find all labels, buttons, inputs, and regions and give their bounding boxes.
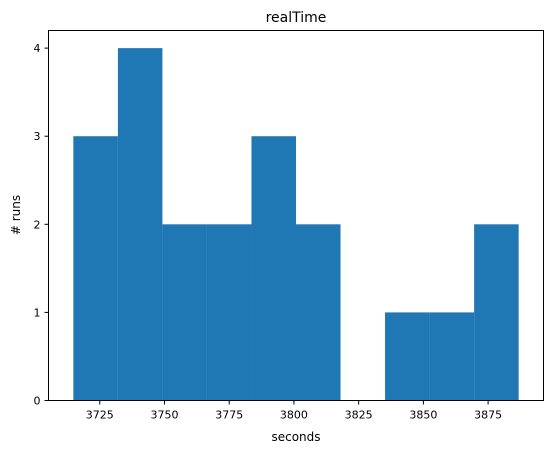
histogram-bar bbox=[251, 136, 296, 401]
x-ticks: 3725 3750 3775 3800 3825 3850 3875 bbox=[86, 400, 502, 422]
x-tick-label: 3750 bbox=[150, 409, 178, 422]
histogram-bar bbox=[117, 48, 163, 401]
histogram-bar bbox=[206, 224, 252, 401]
y-tick-label: 1 bbox=[34, 306, 41, 319]
histogram-bar bbox=[474, 224, 519, 401]
x-axis-label: seconds bbox=[271, 430, 320, 444]
x-tick-label: 3850 bbox=[409, 409, 437, 422]
y-axis-label: # runs bbox=[9, 195, 23, 235]
y-tick-label: 4 bbox=[34, 42, 41, 55]
x-tick-label: 3825 bbox=[345, 409, 373, 422]
x-tick-label: 3725 bbox=[86, 409, 114, 422]
histogram-bar bbox=[162, 224, 207, 401]
chart-title: realTime bbox=[266, 10, 327, 26]
y-tick-label: 3 bbox=[34, 130, 41, 143]
histogram-bar bbox=[296, 224, 341, 401]
histogram-bar bbox=[429, 312, 475, 401]
y-tick-label: 0 bbox=[34, 395, 41, 408]
y-tick-label: 2 bbox=[34, 218, 41, 231]
y-ticks: 0 1 2 3 4 bbox=[34, 42, 49, 408]
histogram-bar bbox=[385, 312, 430, 401]
x-tick-label: 3800 bbox=[280, 409, 308, 422]
x-tick-label: 3775 bbox=[215, 409, 243, 422]
bars-layer bbox=[73, 48, 519, 401]
plot-frame bbox=[48, 30, 544, 401]
x-tick-label: 3875 bbox=[474, 409, 502, 422]
histogram-bar bbox=[73, 136, 118, 401]
